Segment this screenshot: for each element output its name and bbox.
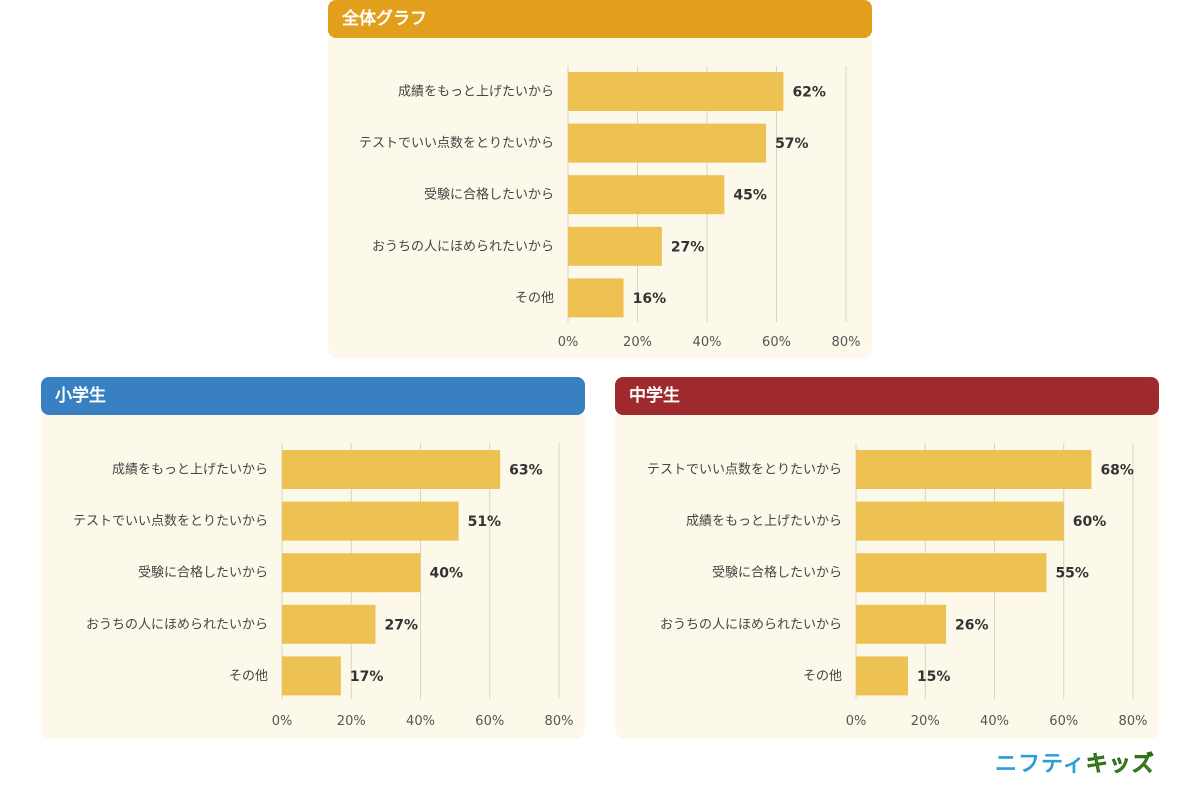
value-label: 17% [350,669,384,685]
category-label: テストでいい点数をとりたいから [73,514,268,529]
bar [282,553,421,593]
value-label: 55% [1055,566,1089,582]
x-tick-label: 80% [1119,714,1148,729]
category-label: おうちの人にほめられたいから [372,239,554,254]
elementary-bar-chart: 0% 20% 40% 60% 80% 成績をもっと上げたいから 63% テストでいい点数をとり… [73,443,574,729]
category-label: テストでいい点数をとりたいから [359,136,554,151]
category-label: 成績をもっと上げたいから [686,514,842,529]
x-tick-label: 60% [1049,714,1078,729]
category-label: 成績をもっと上げたいから [398,85,554,100]
bar [568,175,725,215]
bar [856,604,947,644]
x-tick-label: 40% [693,335,722,350]
value-label: 45% [733,188,767,204]
category-label: おうちの人にほめられたいから [86,617,268,632]
bar [856,450,1092,489]
bar [856,656,908,696]
category-label: 受験に合格したいから [712,565,842,581]
category-label: その他 [803,669,842,684]
x-tick-label: 0% [272,714,293,729]
logo-text-kids: キッズ [1085,752,1155,778]
value-label: 68% [1100,463,1134,479]
overall-bar-chart: 0% 20% 40% 60% 80% 成績をもっと上げたいから 62% テストでいい点数をとり… [359,66,861,350]
overall-chart-panel: 全体グラフ 0% 20% 40% 60% 80% 成績をもっと上げたいから 62% テストでい… [328,0,872,358]
nifty-kids-logo[interactable]: ニフティキッズ [995,748,1155,782]
bar [568,72,784,111]
value-label: 27% [671,239,705,255]
value-label: 63% [509,463,543,479]
x-tick-label: 0% [846,714,867,729]
elementary-chart-title: 小学生 [41,377,585,415]
x-tick-label: 20% [337,714,366,729]
bar [568,278,624,318]
value-label: 15% [917,669,951,685]
overall-chart-title: 全体グラフ [328,0,872,38]
junior-high-chart-panel: 中学生 0% 20% 40% 60% 80% テストでいい点数をとりたいから 68% 成績をも… [615,377,1159,739]
elementary-chart-panel: 小学生 0% 20% 40% 60% 80% 成績をもっと上げたいから 63% テストでいい点… [41,377,585,739]
value-label: 57% [775,136,809,152]
logo-text-nifty: ニフティ [995,752,1086,777]
junior-high-bar-chart: 0% 20% 40% 60% 80% テストでいい点数をとりたいから 68% 成績をもっと上げ… [647,443,1148,729]
value-label: 27% [384,617,418,633]
category-label: テストでいい点数をとりたいから [647,463,842,478]
x-tick-label: 40% [980,714,1009,729]
junior-high-chart-title: 中学生 [615,377,1159,415]
bar [568,226,662,266]
bar [282,501,459,541]
value-label: 40% [430,566,464,582]
x-tick-label: 0% [558,335,579,350]
value-label: 60% [1073,514,1107,530]
x-tick-label: 20% [623,335,652,350]
x-tick-label: 80% [545,714,574,729]
value-label: 26% [955,617,989,633]
x-tick-label: 60% [762,335,791,350]
x-tick-label: 80% [832,335,861,350]
x-tick-label: 20% [911,714,940,729]
category-label: 受験に合格したいから [138,565,268,581]
bar [282,450,501,489]
category-label: その他 [229,669,268,684]
bar [856,553,1047,593]
x-tick-label: 60% [475,714,504,729]
value-label: 62% [792,85,826,101]
bar [282,604,376,644]
bar [856,501,1064,541]
category-label: その他 [515,291,554,306]
value-label: 51% [468,514,502,530]
category-label: おうちの人にほめられたいから [660,617,842,632]
value-label: 16% [633,291,667,307]
category-label: 受験に合格したいから [424,187,554,203]
bar [282,656,341,696]
x-tick-label: 40% [406,714,435,729]
bar [568,123,767,163]
category-label: 成績をもっと上げたいから [112,463,268,478]
